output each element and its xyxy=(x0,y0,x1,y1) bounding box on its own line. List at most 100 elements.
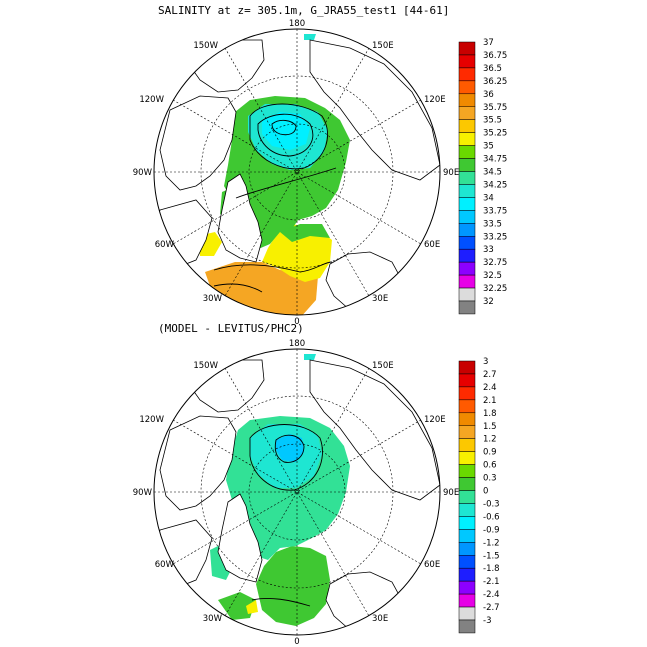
colorbar-tick-label: 35.25 xyxy=(483,129,507,139)
colorbar-swatch xyxy=(458,529,476,543)
colorbar-swatch xyxy=(458,197,476,211)
colorbar-swatch xyxy=(458,223,476,237)
svg-text:90E: 90E xyxy=(443,168,459,178)
panel-2-title: (MODEL - LEVITUS/PHC2) xyxy=(158,322,304,335)
colorbar-tick-label: -0.6 xyxy=(483,512,500,522)
svg-text:90E: 90E xyxy=(443,488,459,498)
colorbar-swatch xyxy=(458,236,476,250)
colorbar-swatch xyxy=(458,106,476,120)
canadian-archipelago-land xyxy=(159,95,237,191)
colorbar-swatch xyxy=(458,93,476,108)
panel-2-graticule xyxy=(154,349,440,635)
colorbar-tick-label: 33.25 xyxy=(483,232,507,242)
colorbar-swatch xyxy=(458,360,476,375)
svg-text:60E: 60E xyxy=(424,240,440,250)
svg-text:150W: 150W xyxy=(193,361,218,371)
colorbar-tick-label: -0.3 xyxy=(483,499,500,509)
colorbar-tick-label: 32.75 xyxy=(483,258,507,268)
svg-text:90W: 90W xyxy=(133,168,153,178)
colorbar-swatch xyxy=(458,606,476,621)
colorbar-swatch xyxy=(458,542,476,556)
colorbar-tick-label: 1.8 xyxy=(483,409,497,419)
colorbar-swatch xyxy=(458,503,476,517)
svg-text:30E: 30E xyxy=(372,614,388,624)
colorbar-tick-label: 2.4 xyxy=(483,383,497,393)
colorbar-swatch xyxy=(458,580,476,595)
panel-2-lon-labels: 180 0 90W 90E 150W 120W 150E 120E 60W 30… xyxy=(133,339,459,647)
colorbar-swatch xyxy=(458,555,476,569)
colorbar-tick-label: 0.6 xyxy=(483,461,497,471)
colorbar-swatch xyxy=(458,412,476,426)
svg-text:60W: 60W xyxy=(155,560,175,570)
colorbar-tick-label: 0 xyxy=(483,487,488,497)
colorbar-tick-label: 36.25 xyxy=(483,77,507,87)
colorbar-swatch xyxy=(458,425,476,439)
colorbar-swatch xyxy=(458,171,476,185)
colorbar-swatch xyxy=(458,386,476,401)
colorbar-tick-label: 36 xyxy=(483,90,494,100)
colorbar-swatch xyxy=(458,399,476,414)
panel-1-map xyxy=(154,34,440,315)
colorbar-tick-label: 34.5 xyxy=(483,168,502,178)
svg-text:120E: 120E xyxy=(424,95,446,105)
colorbar-swatch xyxy=(458,67,476,82)
colorbar-tick-label: 34 xyxy=(483,193,494,203)
colorbar-tick-label: 3 xyxy=(483,357,488,367)
colorbar-swatch xyxy=(458,80,476,95)
colorbar-tick-label: 32.5 xyxy=(483,271,502,281)
siberia-land-2 xyxy=(309,359,440,501)
svg-text:0: 0 xyxy=(294,317,299,327)
svg-text:30W: 30W xyxy=(203,294,223,304)
colorbar-tick-label: 33 xyxy=(483,245,494,255)
panel-1-title: SALINITY at z= 305.1m, G_JRA55_test1 [44… xyxy=(158,4,450,17)
panel-2-map-boundary xyxy=(153,348,441,636)
colorbar-tick-label: -1.5 xyxy=(483,551,500,561)
scandinavia-land-2 xyxy=(325,571,405,635)
colorbar-tick-label: -2.7 xyxy=(483,603,500,613)
colorbar-tick-label: 35.5 xyxy=(483,116,502,126)
svg-text:30E: 30E xyxy=(372,294,388,304)
colorbar-swatch xyxy=(458,373,476,388)
colorbar-tick-label: -2.4 xyxy=(483,590,500,600)
panel-1-lon-labels: 180 0 90W 90E 150W 120W 150E 120E 60W 30… xyxy=(133,19,459,327)
colorbar-swatch xyxy=(458,619,476,634)
colorbar-tick-label: 0.9 xyxy=(483,448,497,458)
svg-text:120W: 120W xyxy=(139,95,164,105)
colorbar-swatch xyxy=(458,490,476,504)
colorbar-tick-label: 37 xyxy=(483,38,494,48)
colorbar-tick-label: 35.75 xyxy=(483,103,507,113)
svg-text:60W: 60W xyxy=(155,240,175,250)
svg-text:150E: 150E xyxy=(372,41,394,51)
colorbar-tick-label: 1.2 xyxy=(483,435,497,445)
svg-text:180: 180 xyxy=(289,339,305,349)
colorbar-tick-label: -0.9 xyxy=(483,525,500,535)
svg-text:150W: 150W xyxy=(193,41,218,51)
atlantic-anomaly-field xyxy=(256,546,330,626)
colorbar-swatch xyxy=(458,41,476,56)
colorbar-tick-label: 0.3 xyxy=(483,474,497,484)
colorbar-swatch xyxy=(458,464,476,478)
colorbar-swatch xyxy=(458,567,476,582)
svg-text:60E: 60E xyxy=(424,560,440,570)
svg-text:90W: 90W xyxy=(133,488,153,498)
colorbar-tick-label: 2.1 xyxy=(483,396,497,406)
colorbar-tick-label: 34.75 xyxy=(483,155,507,165)
colorbar-swatch xyxy=(458,274,476,289)
colorbar-swatch xyxy=(458,477,476,491)
colorbar-tick-label: 32.25 xyxy=(483,284,507,294)
colorbar-swatch xyxy=(458,158,476,172)
svg-text:0: 0 xyxy=(294,637,299,647)
colorbar-tick-label: -2.1 xyxy=(483,577,500,587)
colorbar-tick-label: 35 xyxy=(483,142,494,152)
colorbar-tick-label: 34.25 xyxy=(483,180,507,190)
colorbar-tick-label: 33.5 xyxy=(483,219,502,229)
canadian-archipelago-land-2 xyxy=(159,415,237,511)
colorbar-swatch xyxy=(458,287,476,302)
colorbar-swatch xyxy=(458,261,476,276)
panel-2-colorbar: 3 2.7 2.4 2.1 1.8 1.5 1.2 0.9 0.6 0.3 0 -0.3 -0.6 -0.… xyxy=(458,357,500,634)
svg-text:30W: 30W xyxy=(203,614,223,624)
svg-text:120W: 120W xyxy=(139,415,164,425)
colorbar-tick-label: -1.8 xyxy=(483,564,500,574)
colorbar-swatch xyxy=(458,210,476,224)
